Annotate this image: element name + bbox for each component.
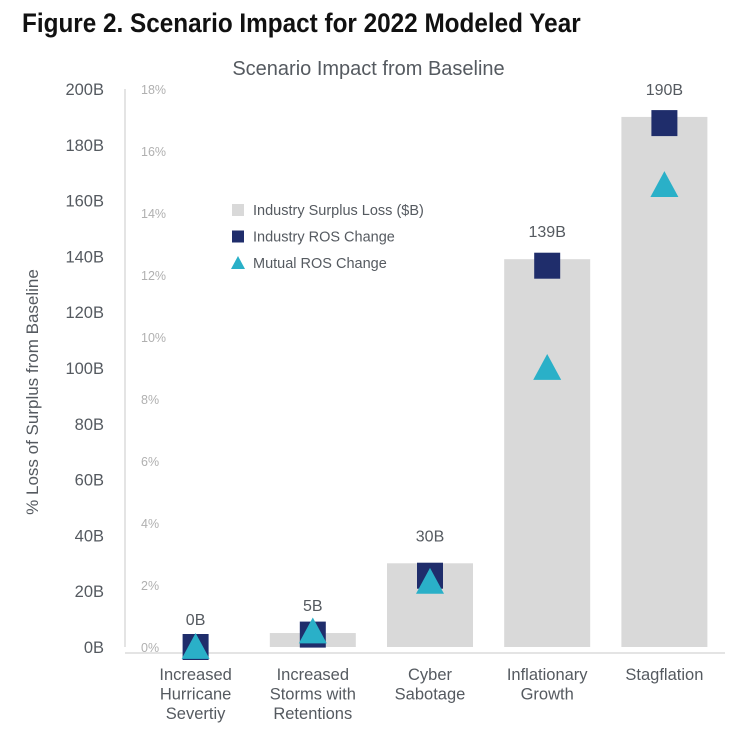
- bar-data-labels: 0B 5B 30B 139B 190B: [186, 82, 683, 629]
- legend-label: Mutual ROS Change: [253, 256, 387, 272]
- category-label: Stagflation: [625, 666, 703, 684]
- legend-swatch-square: [232, 230, 244, 243]
- bar-data-label: 139B: [529, 224, 566, 241]
- bar: [621, 116, 708, 647]
- category-label: Retentions: [273, 705, 352, 723]
- right-tick-label: 16%: [141, 145, 166, 159]
- category-label: Severtiy: [166, 705, 226, 723]
- right-tick-label: 10%: [141, 331, 166, 345]
- left-tick-label: 160B: [65, 193, 104, 211]
- triangle-marker: [298, 617, 327, 644]
- category-label: Sabotage: [395, 686, 466, 704]
- left-tick-label: 80B: [75, 416, 104, 434]
- chart-title: Scenario Impact from Baseline: [232, 58, 505, 80]
- bar-data-label: 5B: [303, 598, 323, 615]
- bar-data-label: 30B: [416, 528, 444, 545]
- legend-label: Industry Surplus Loss ($B): [253, 203, 424, 219]
- left-axis: 0B 20B 40B 60B 80B 100B 120B 140B 160B 180B 200B: [65, 81, 725, 657]
- triangle-marker: [181, 633, 210, 659]
- triangle-marker: [416, 567, 444, 594]
- category-label: Inflationary: [507, 666, 588, 684]
- left-tick-label: 120B: [65, 304, 104, 322]
- square-marker: [651, 110, 678, 137]
- legend-label: Industry ROS Change: [253, 230, 395, 246]
- category-label: Hurricane: [160, 686, 232, 704]
- right-tick-label: 0%: [141, 641, 159, 655]
- left-tick-label: 0B: [84, 639, 104, 657]
- right-tick-label: 18%: [141, 83, 166, 97]
- figure-title: Figure 2. Scenario Impact for 2022 Model…: [22, 8, 581, 38]
- bars: [269, 116, 708, 647]
- legend-swatch-bar: [232, 204, 244, 216]
- bar-data-label: 0B: [186, 612, 206, 629]
- triangle-marker: [533, 354, 562, 380]
- category-label: Storms with: [270, 686, 356, 704]
- right-tick-label: 8%: [141, 393, 159, 407]
- category-label: Increased: [159, 666, 231, 684]
- right-tick-label: 12%: [141, 269, 166, 283]
- left-tick-label: 20B: [75, 583, 104, 601]
- bar-data-label: 190B: [646, 82, 683, 99]
- category-label: Growth: [521, 686, 574, 704]
- right-tick-label: 2%: [141, 579, 159, 593]
- legend: Industry Surplus Loss ($B) Industry ROS C…: [231, 203, 424, 272]
- markers: [181, 110, 679, 660]
- left-tick-label: 140B: [65, 248, 104, 266]
- triangle-marker: [650, 171, 679, 197]
- y-axis-label: % Loss of Surplus from Baseline: [23, 269, 42, 515]
- legend-swatch-triangle: [231, 256, 245, 269]
- square-marker: [534, 252, 561, 279]
- right-axis: 0% 2% 4% 6% 8% 10% 12% 14% 16% 18%: [141, 83, 166, 655]
- left-tick-label: 60B: [75, 472, 104, 490]
- left-tick-label: 200B: [65, 81, 104, 99]
- left-tick-label: 40B: [75, 527, 104, 545]
- category-label: Increased: [277, 666, 349, 684]
- category-label: Cyber: [408, 666, 453, 684]
- right-tick-label: 14%: [141, 207, 166, 221]
- right-tick-label: 4%: [141, 517, 159, 531]
- right-tick-label: 6%: [141, 455, 159, 469]
- left-tick-label: 100B: [65, 360, 104, 378]
- bar: [504, 259, 591, 647]
- left-tick-label: 180B: [65, 137, 104, 155]
